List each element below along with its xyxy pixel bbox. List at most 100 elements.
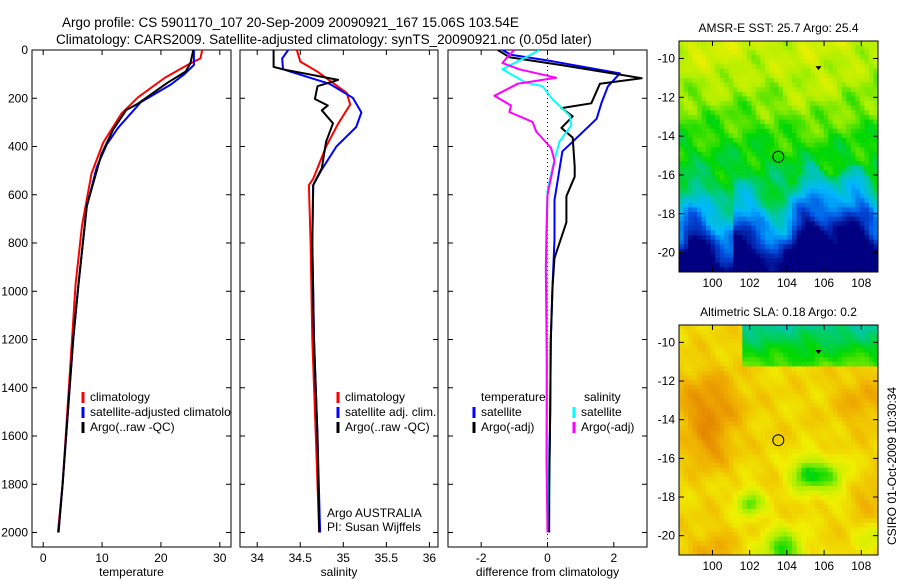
map-cell	[746, 375, 752, 381]
map-cell	[755, 239, 761, 245]
map-cell	[742, 380, 748, 386]
sla-map-axes-box	[678, 324, 879, 556]
map-cell	[728, 334, 734, 340]
map-cell	[787, 417, 793, 422]
map-cell	[796, 536, 802, 542]
map-cell	[742, 476, 748, 482]
map-cell	[841, 128, 847, 134]
map-cell	[688, 96, 693, 102]
map-cell	[864, 147, 870, 153]
map-cell	[715, 550, 721, 556]
map-cell	[701, 64, 707, 70]
map-cell	[737, 380, 743, 386]
map-cell	[832, 527, 838, 533]
map-cell	[855, 522, 861, 528]
map-cell	[701, 449, 707, 455]
map-cell	[715, 509, 721, 514]
map-cell	[796, 352, 802, 358]
map-cell	[683, 216, 689, 222]
map-cell	[737, 426, 743, 432]
map-cell	[792, 495, 797, 501]
map-cell	[855, 490, 861, 496]
map-cell	[868, 490, 874, 496]
map-cell	[773, 426, 779, 432]
map-cell	[701, 96, 707, 102]
map-cell	[692, 338, 698, 344]
map-cell	[692, 54, 698, 60]
map-cell	[841, 253, 847, 259]
map-cell	[868, 267, 874, 273]
x-tick-label: 100	[702, 276, 722, 290]
map-cell	[841, 170, 847, 176]
map-cell	[805, 504, 811, 510]
map-cell	[737, 417, 743, 422]
map-cell	[850, 467, 856, 473]
map-cell	[819, 384, 825, 390]
map-cell	[859, 375, 865, 381]
map-cell	[787, 45, 793, 51]
map-cell	[778, 536, 784, 542]
map-cell	[864, 142, 870, 148]
map-cell	[715, 343, 721, 349]
map-cell	[792, 128, 797, 134]
map-cell	[706, 527, 712, 533]
map-cell	[823, 536, 829, 542]
map-cell	[728, 170, 734, 176]
map-cell	[728, 50, 734, 56]
map-cell	[755, 211, 761, 217]
map-cell	[764, 161, 770, 167]
map-cell	[688, 407, 693, 413]
map-cell	[828, 495, 834, 501]
map-cell	[846, 142, 852, 148]
map-cell	[733, 262, 739, 268]
map-cell	[868, 430, 874, 436]
map-cell	[751, 161, 757, 167]
map-cell	[864, 389, 870, 395]
map-cell	[773, 133, 779, 139]
map-cell	[778, 522, 784, 528]
map-cell	[701, 50, 707, 56]
map-cell	[805, 389, 811, 395]
map-cell	[688, 198, 693, 204]
map-cell	[697, 430, 703, 436]
map-cell	[760, 352, 766, 358]
map-cell	[728, 82, 734, 88]
map-cell	[796, 216, 802, 222]
map-cell	[755, 522, 761, 528]
map-cell	[819, 41, 825, 47]
map-cell	[805, 417, 811, 422]
map-cell	[688, 495, 693, 501]
map-cell	[710, 179, 716, 185]
map-cell	[801, 147, 807, 153]
map-cell	[783, 412, 788, 418]
map-cell	[719, 550, 725, 556]
map-cell	[837, 216, 843, 222]
map-cell	[859, 352, 865, 358]
map-cell	[850, 518, 856, 524]
map-cell	[778, 258, 784, 264]
map-cell	[805, 375, 811, 381]
map-cell	[769, 444, 775, 450]
map-cell	[837, 119, 843, 125]
map-cell	[728, 253, 734, 259]
map-cell	[805, 133, 811, 139]
map-cell	[733, 133, 739, 139]
map-cell	[719, 417, 725, 422]
map-cell	[751, 221, 757, 227]
map-cell	[783, 87, 788, 93]
map-cell	[783, 138, 788, 144]
map-cell	[688, 325, 693, 330]
map-cell	[837, 198, 843, 204]
map-cell	[873, 458, 879, 464]
map-cell	[801, 96, 807, 102]
map-cell	[819, 430, 825, 436]
map-cell	[846, 403, 852, 409]
map-cell	[764, 463, 770, 468]
map-cell	[855, 509, 861, 514]
map-cell	[796, 202, 802, 208]
map-cell	[769, 207, 775, 213]
map-cell	[715, 45, 721, 51]
map-cell	[819, 45, 825, 51]
map-cell	[679, 151, 684, 157]
map-cell	[683, 550, 689, 556]
